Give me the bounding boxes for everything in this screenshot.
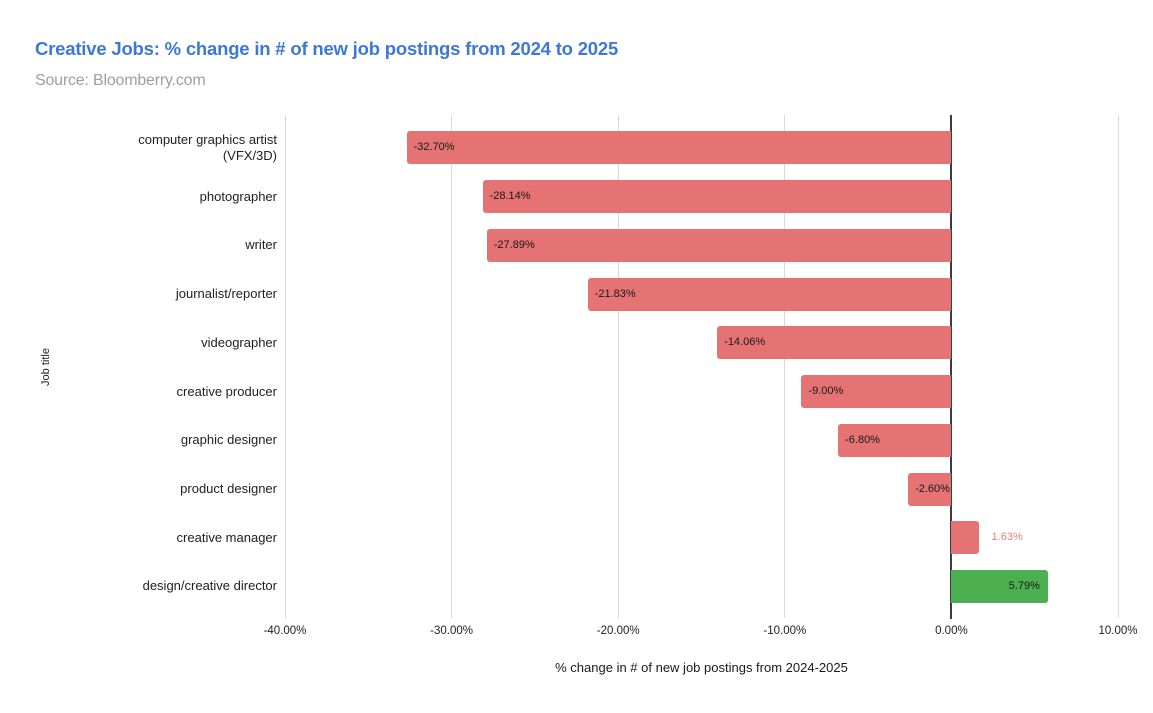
category-label: product designer [180, 481, 277, 496]
x-tick-label: -20.00% [596, 625, 640, 637]
bar-value-label: -32.70% [413, 141, 455, 154]
plot-area: -32.70% -28.14% -27.89% -21.83% -14.06% -9.00… [284, 115, 1119, 620]
y-axis-title: Job title [40, 348, 52, 386]
bar [587, 277, 952, 311]
x-tick-label: -30.00% [430, 625, 474, 637]
bar-value-label: -2.60% [915, 482, 950, 495]
gridline [1117, 115, 1119, 618]
category-label: creative manager [176, 529, 277, 545]
bar [717, 326, 952, 360]
bar-value-label: -27.89% [493, 238, 535, 251]
bar [406, 131, 952, 165]
bar-value-label: -9.00% [808, 385, 844, 398]
x-tick-label: -10.00% [763, 625, 807, 637]
bar [801, 375, 952, 409]
bar-value-label: -6.80% [845, 433, 880, 446]
bar [951, 521, 979, 555]
gridline [451, 115, 453, 618]
bar-value-label: -14.06% [724, 336, 766, 349]
x-tick-label: 10.00% [1098, 625, 1138, 637]
bar [908, 472, 952, 506]
category-label: graphic designer [180, 432, 277, 448]
category-label: writer [245, 237, 277, 253]
chart-source: Source: Bloomberry.com [35, 72, 206, 89]
bar-value-label: 5.79% [1008, 579, 1040, 592]
gridline [617, 115, 619, 618]
gridline [784, 115, 786, 618]
bar [838, 423, 952, 457]
zero-axis-line [950, 115, 953, 619]
category-label: journalist/reporter [175, 286, 277, 302]
x-axis-title: % change in # of new job postings from 2… [555, 660, 848, 675]
category-label: computer graphics artist (VFX/3D) [138, 131, 277, 163]
category-label: videographer [201, 334, 277, 350]
chart-title: Creative Jobs: % change in # of new job … [35, 38, 619, 59]
category-label: design/creative director [142, 578, 277, 594]
x-tick-label: -40.00% [263, 625, 307, 637]
bar [486, 228, 952, 262]
bar-value-label: -21.83% [594, 287, 636, 300]
bar [951, 569, 1048, 603]
gridline [284, 115, 286, 618]
bar-value-label: -28.14% [489, 190, 531, 203]
bar [482, 180, 952, 214]
category-label: creative producer [176, 383, 277, 399]
x-tick-label: 0.00% [935, 625, 968, 637]
category-label: photographer [199, 188, 277, 204]
bar-value-label: 1.63% [991, 531, 1023, 544]
